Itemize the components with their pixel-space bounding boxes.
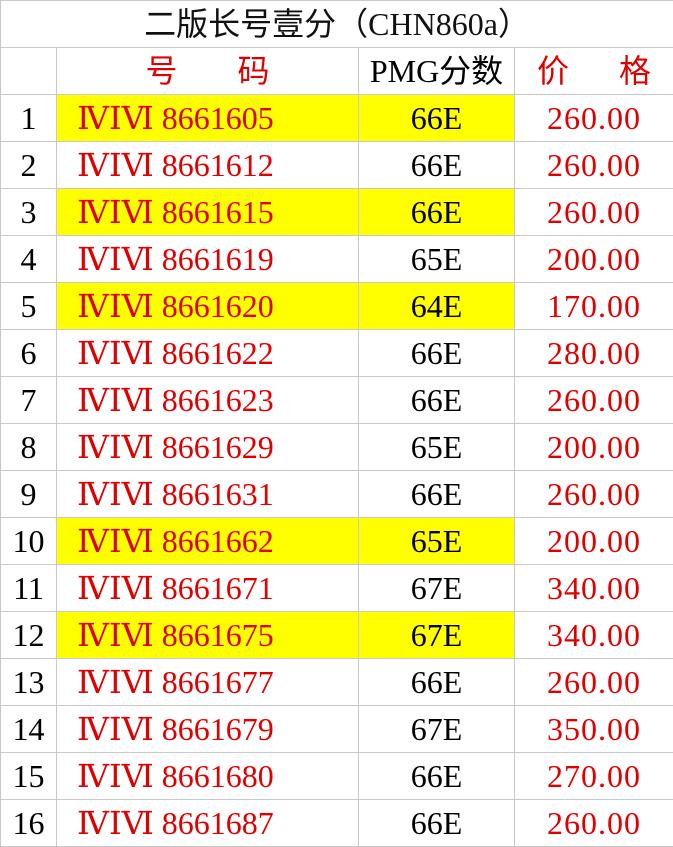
header-price: 价格 bbox=[513, 47, 673, 95]
price: 350.00 bbox=[513, 705, 673, 753]
pmg-grade: 65E bbox=[358, 517, 515, 565]
pmg-grade: 66E bbox=[358, 752, 515, 800]
row-index: 15 bbox=[0, 752, 57, 800]
row-index: 7 bbox=[0, 376, 57, 424]
row-index: 8 bbox=[0, 423, 57, 471]
pmg-grade: 67E bbox=[358, 611, 515, 659]
serial-number: ⅣⅠⅥ 8661631 bbox=[56, 470, 359, 518]
pmg-grade: 67E bbox=[358, 564, 515, 612]
serial-number: ⅣⅠⅥ 8661679 bbox=[56, 705, 359, 753]
header-grade: PMG分数 bbox=[358, 47, 515, 95]
table-row: 5 ⅣⅠⅥ 8661620 64E 170.00 bbox=[0, 282, 673, 330]
table-row: 6 ⅣⅠⅥ 8661622 66E 280.00 bbox=[0, 329, 673, 377]
pmg-grade: 66E bbox=[358, 799, 515, 847]
serial-number: ⅣⅠⅥ 8661662 bbox=[56, 517, 359, 565]
pmg-grade: 66E bbox=[358, 188, 515, 236]
serial-number: ⅣⅠⅥ 8661605 bbox=[56, 94, 359, 142]
price: 280.00 bbox=[513, 329, 673, 377]
sheet-title: 二版长号壹分（CHN860a） bbox=[0, 0, 673, 48]
table-row: 13 ⅣⅠⅥ 8661677 66E 260.00 bbox=[0, 658, 673, 706]
price: 260.00 bbox=[513, 141, 673, 189]
row-index: 14 bbox=[0, 705, 57, 753]
table-row: 9 ⅣⅠⅥ 8661631 66E 260.00 bbox=[0, 470, 673, 518]
pmg-grade: 64E bbox=[358, 282, 515, 330]
table-row: 14 ⅣⅠⅥ 8661679 67E 350.00 bbox=[0, 705, 673, 753]
header-price-b: 格 bbox=[619, 53, 652, 89]
price: 200.00 bbox=[513, 423, 673, 471]
table-row: 1 ⅣⅠⅥ 8661605 66E 260.00 bbox=[0, 94, 673, 142]
serial-number: ⅣⅠⅥ 8661677 bbox=[56, 658, 359, 706]
header-index bbox=[0, 47, 57, 95]
table-row: 15 ⅣⅠⅥ 8661680 66E 270.00 bbox=[0, 752, 673, 800]
table-row: 12 ⅣⅠⅥ 8661675 67E 340.00 bbox=[0, 611, 673, 659]
row-index: 6 bbox=[0, 329, 57, 377]
row-index: 1 bbox=[0, 94, 57, 142]
header-row: 号码 PMG分数 价格 bbox=[0, 47, 673, 95]
header-number-a: 号 bbox=[145, 53, 178, 89]
price: 340.00 bbox=[513, 564, 673, 612]
row-index: 12 bbox=[0, 611, 57, 659]
pmg-grade: 66E bbox=[358, 141, 515, 189]
table-row: 4 ⅣⅠⅥ 8661619 65E 200.00 bbox=[0, 235, 673, 283]
header-number-b: 码 bbox=[237, 53, 270, 89]
pmg-grade: 66E bbox=[358, 329, 515, 377]
serial-number: ⅣⅠⅥ 8661623 bbox=[56, 376, 359, 424]
title-row: 二版长号壹分（CHN860a） bbox=[0, 0, 673, 48]
table-row: 10 ⅣⅠⅥ 8661662 65E 200.00 bbox=[0, 517, 673, 565]
price: 260.00 bbox=[513, 188, 673, 236]
pmg-grade: 66E bbox=[358, 94, 515, 142]
row-index: 9 bbox=[0, 470, 57, 518]
price: 260.00 bbox=[513, 94, 673, 142]
serial-number: ⅣⅠⅥ 8661622 bbox=[56, 329, 359, 377]
serial-number: ⅣⅠⅥ 8661619 bbox=[56, 235, 359, 283]
serial-number: ⅣⅠⅥ 8661620 bbox=[56, 282, 359, 330]
serial-number: ⅣⅠⅥ 8661680 bbox=[56, 752, 359, 800]
row-index: 13 bbox=[0, 658, 57, 706]
header-number: 号码 bbox=[56, 47, 359, 95]
pmg-grade: 65E bbox=[358, 235, 515, 283]
row-index: 2 bbox=[0, 141, 57, 189]
price: 200.00 bbox=[513, 517, 673, 565]
price: 170.00 bbox=[513, 282, 673, 330]
table-row: 16 ⅣⅠⅥ 8661687 66E 260.00 bbox=[0, 799, 673, 847]
row-index: 16 bbox=[0, 799, 57, 847]
table-row: 11 ⅣⅠⅥ 8661671 67E 340.00 bbox=[0, 564, 673, 612]
price: 340.00 bbox=[513, 611, 673, 659]
serial-number: ⅣⅠⅥ 8661629 bbox=[56, 423, 359, 471]
row-index: 5 bbox=[0, 282, 57, 330]
serial-number: ⅣⅠⅥ 8661687 bbox=[56, 799, 359, 847]
pmg-grade: 66E bbox=[358, 658, 515, 706]
table-row: 8 ⅣⅠⅥ 8661629 65E 200.00 bbox=[0, 423, 673, 471]
row-index: 11 bbox=[0, 564, 57, 612]
row-index: 10 bbox=[0, 517, 57, 565]
pmg-grade: 67E bbox=[358, 705, 515, 753]
pmg-grade: 65E bbox=[358, 423, 515, 471]
header-price-a: 价 bbox=[537, 53, 570, 89]
table-row: 7 ⅣⅠⅥ 8661623 66E 260.00 bbox=[0, 376, 673, 424]
pmg-grade: 66E bbox=[358, 376, 515, 424]
table-row: 2 ⅣⅠⅥ 8661612 66E 260.00 bbox=[0, 141, 673, 189]
serial-number: ⅣⅠⅥ 8661612 bbox=[56, 141, 359, 189]
price: 260.00 bbox=[513, 376, 673, 424]
pmg-grade: 66E bbox=[358, 470, 515, 518]
serial-number: ⅣⅠⅥ 8661675 bbox=[56, 611, 359, 659]
price: 260.00 bbox=[513, 799, 673, 847]
price: 260.00 bbox=[513, 658, 673, 706]
row-index: 3 bbox=[0, 188, 57, 236]
table-row: 3 ⅣⅠⅥ 8661615 66E 260.00 bbox=[0, 188, 673, 236]
row-index: 4 bbox=[0, 235, 57, 283]
price: 260.00 bbox=[513, 470, 673, 518]
price: 270.00 bbox=[513, 752, 673, 800]
price: 200.00 bbox=[513, 235, 673, 283]
serial-number: ⅣⅠⅥ 8661615 bbox=[56, 188, 359, 236]
serial-number: ⅣⅠⅥ 8661671 bbox=[56, 564, 359, 612]
